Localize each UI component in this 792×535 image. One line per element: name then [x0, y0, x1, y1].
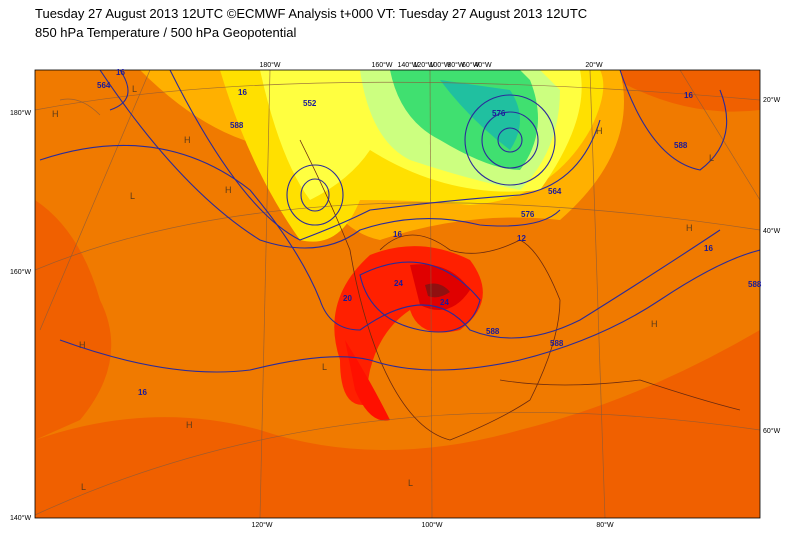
contour-label: 576: [521, 210, 535, 219]
high-marker: H: [596, 126, 603, 136]
contour-label: 588: [486, 327, 500, 336]
lat-label: 20°W: [763, 96, 781, 104]
lat-label: 180°W: [10, 109, 31, 117]
lon-label: 120°W: [251, 521, 272, 529]
map: [35, 70, 760, 518]
high-marker: H: [184, 135, 191, 145]
contour-label: 12: [517, 234, 526, 243]
contour-label: 24: [394, 279, 403, 288]
contour-label: 16: [393, 230, 402, 239]
pressure-centers: L H H L H H L L H L H H L H: [52, 84, 714, 492]
high-marker: H: [79, 340, 86, 350]
contour-label: 588: [550, 339, 564, 348]
contour-label: 16: [684, 91, 693, 100]
high-marker: H: [52, 109, 59, 119]
right-labels: 20°W 40°W 60°W: [763, 96, 781, 435]
low-marker: L: [132, 84, 137, 94]
contour-label: 588: [748, 280, 762, 289]
lon-label: 80°W: [596, 521, 614, 529]
low-marker: L: [408, 478, 413, 488]
title: Tuesday 27 August 2013 12UTC ©ECMWF Anal…: [35, 6, 587, 21]
contour-label: 20: [343, 294, 352, 303]
contour-label: 588: [230, 121, 244, 130]
low-marker: L: [709, 153, 714, 163]
contour-labels: 16 16 564 588 552 16 20 24 24 16 16 588 …: [97, 68, 762, 397]
lon-label: 100°W: [421, 521, 442, 529]
contour-label: 576: [492, 109, 506, 118]
lon-label: 40°W: [474, 61, 492, 69]
contour-label: 24: [440, 298, 449, 307]
left-labels: 180°W 160°W 140°W: [10, 109, 31, 522]
low-marker: L: [130, 191, 135, 201]
low-marker: L: [81, 482, 86, 492]
high-marker: H: [225, 185, 232, 195]
lon-label: 20°W: [585, 61, 603, 69]
lon-label: 180°W: [259, 61, 280, 69]
contour-label: 564: [548, 187, 562, 196]
contour-label: 552: [303, 99, 317, 108]
contour-label: 564: [97, 81, 111, 90]
contour-label: 588: [674, 141, 688, 150]
lat-label: 40°W: [763, 227, 781, 235]
lon-label: 140°W: [397, 61, 418, 69]
contour-label: 16: [238, 88, 247, 97]
low-marker: L: [322, 362, 327, 372]
lat-label: 160°W: [10, 268, 31, 276]
lon-label: 60°W: [462, 61, 480, 69]
subtitle: 850 hPa Temperature / 500 hPa Geopotenti…: [35, 25, 297, 40]
high-marker: H: [651, 319, 658, 329]
lon-label: 100°W: [429, 61, 450, 69]
contour-label: 16: [116, 68, 125, 77]
top-labels: 180°W 160°W 140°W 120°W 100°W 80°W 60°W …: [259, 61, 603, 69]
lon-label: 120°W: [413, 61, 434, 69]
contour-label: 16: [704, 244, 713, 253]
lat-label: 60°W: [763, 427, 781, 435]
lon-label: 160°W: [371, 61, 392, 69]
contour-label: 16: [138, 388, 147, 397]
high-marker: H: [186, 420, 193, 430]
bottom-labels: 120°W 100°W 80°W: [251, 521, 614, 529]
lon-label: 80°W: [447, 61, 465, 69]
lat-label: 140°W: [10, 514, 31, 522]
high-marker: H: [686, 223, 693, 233]
